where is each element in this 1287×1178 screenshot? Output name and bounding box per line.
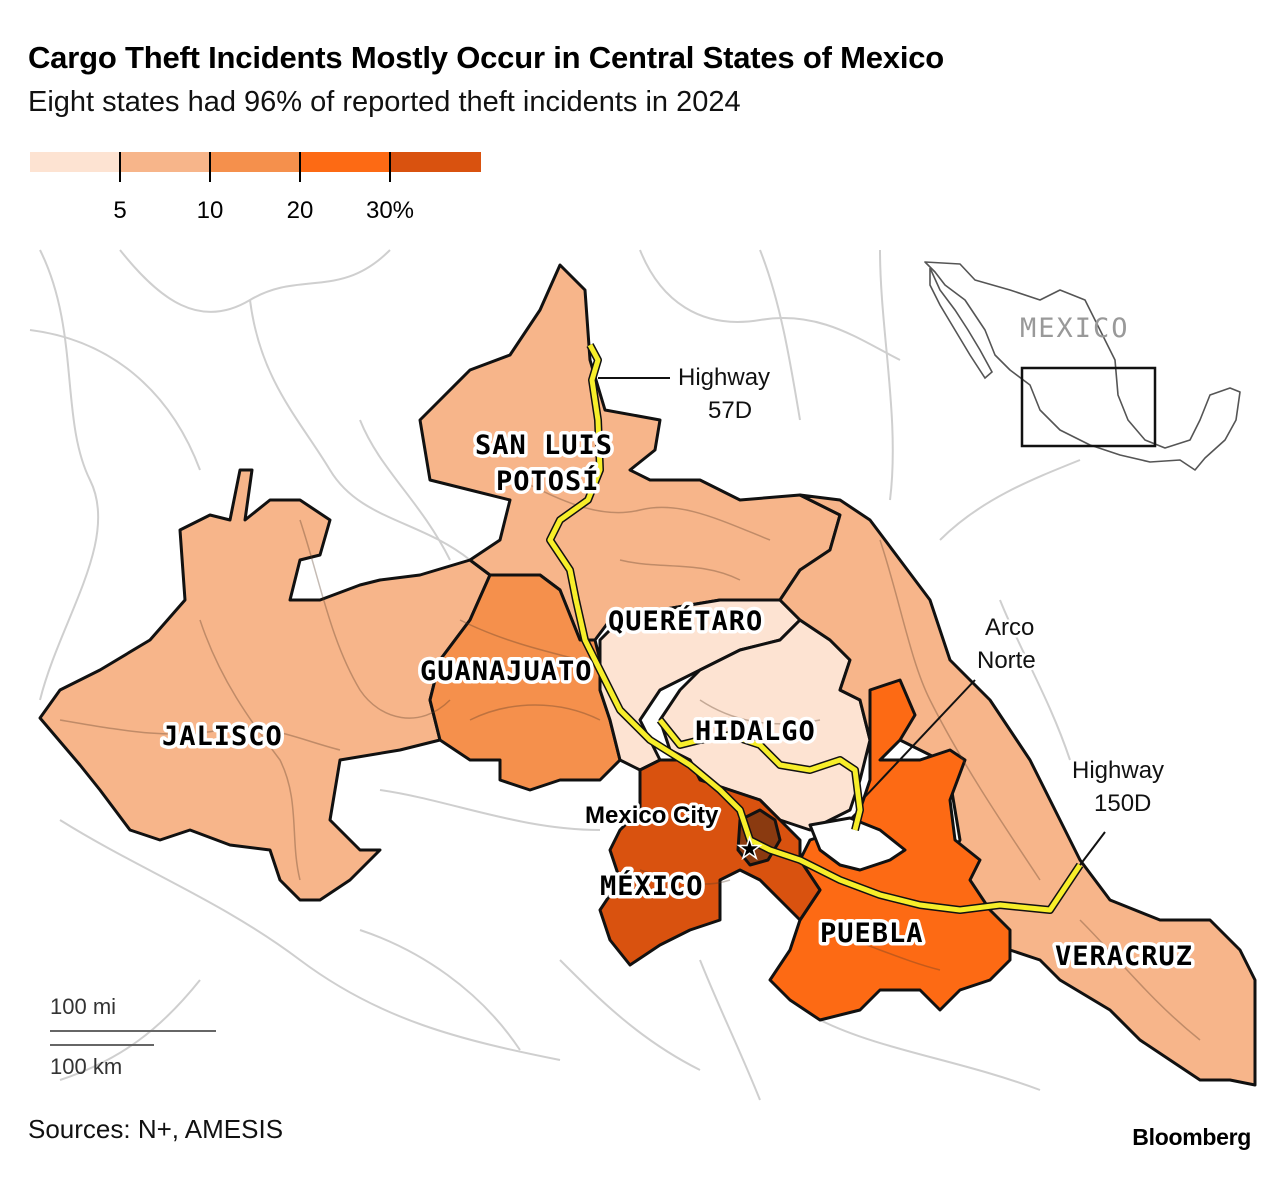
- legend-tick: [389, 152, 391, 182]
- legend-tick: [119, 152, 121, 182]
- legend-label: 20: [286, 197, 314, 224]
- legend-label: 30%: [365, 197, 415, 224]
- label-san-luis-potosi: POTOSÍ: [496, 465, 600, 497]
- label-puebla: PUEBLA: [820, 918, 924, 949]
- highway-57d-label: Highway: [678, 364, 770, 391]
- highway-150d-label: 150D: [1094, 790, 1151, 817]
- label-mexico: MÉXICO: [600, 870, 704, 902]
- baja-outline: [929, 267, 994, 380]
- state-veracruz: [778, 493, 1257, 1087]
- state-mexico: [598, 758, 822, 967]
- background-roads: [29, 249, 1081, 1101]
- highway-57d-label: 57D: [708, 397, 752, 424]
- legend-bin-1: [30, 152, 120, 172]
- inset-frame: [1020, 366, 1157, 448]
- inset-label: MEXICO: [1020, 313, 1130, 344]
- mexico-outline: [924, 261, 1241, 471]
- map: Highway 57D Arco Norte Highway 150D SAN …: [29, 249, 1257, 1101]
- scale-miles-bar: [50, 1030, 216, 1032]
- color-legend: 5 10 20 30%: [30, 152, 490, 232]
- label-veracruz: VERACRUZ: [1055, 941, 1193, 972]
- legend-tick: [209, 152, 211, 182]
- label-guanajuato: GUANAJUATO: [420, 656, 593, 687]
- source-note: Sources: N+, AMESIS: [28, 1114, 284, 1144]
- legend-label: 5: [113, 197, 127, 224]
- label-san-luis-potosi: SAN LUIS: [475, 430, 613, 461]
- scale-km-bar: [50, 1044, 154, 1046]
- state-roads: [59, 479, 1201, 1041]
- chart-title: Cargo Theft Incidents Mostly Occur in Ce…: [28, 40, 945, 75]
- arco-norte-label: Norte: [977, 647, 1036, 674]
- scale-miles-label: 100 mi: [50, 994, 117, 1019]
- star-icon: ★: [737, 832, 762, 865]
- mexico-city-label: Mexico City: [585, 802, 719, 829]
- states: [38, 263, 1257, 1087]
- state-queretaro: [598, 598, 802, 772]
- legend-bin-3: [210, 152, 300, 172]
- leader-arco-norte: [861, 679, 976, 801]
- highway-150d-label: Highway: [1072, 757, 1164, 784]
- legend-label: 10: [196, 197, 224, 224]
- state-guanajuato: [428, 573, 622, 792]
- scale-km-label: 100 km: [50, 1054, 123, 1079]
- inset-map: MEXICO: [924, 261, 1241, 471]
- chart-subtitle: Eight states had 96% of reported theft i…: [28, 86, 741, 118]
- leader-highway-150d: [1079, 831, 1106, 866]
- highways: [546, 343, 1084, 914]
- legend-bin-4: [300, 152, 390, 172]
- label-jalisco: JALISCO: [162, 721, 283, 752]
- legend-bin-2: [120, 152, 210, 172]
- label-hidalgo: HIDALGO: [695, 716, 816, 747]
- legend-bin-5: [390, 152, 481, 172]
- arco-norte-label: Arco: [985, 614, 1034, 641]
- brand-logo: Bloomberg: [1132, 1124, 1251, 1150]
- label-queretaro: QUERÉTARO: [608, 605, 763, 637]
- legend-tick: [299, 152, 301, 182]
